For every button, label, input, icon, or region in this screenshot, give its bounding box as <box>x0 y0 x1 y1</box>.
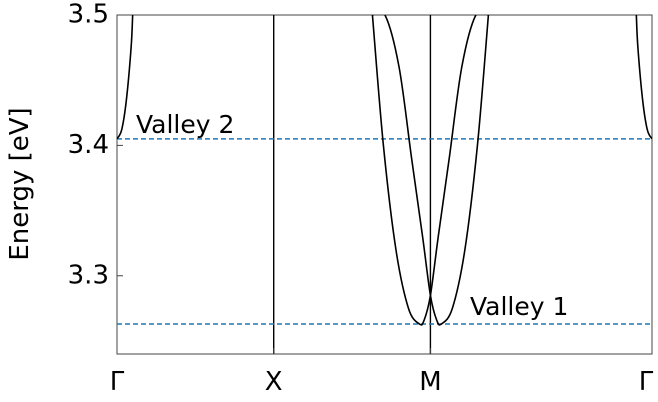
energy-band-2 <box>635 15 652 140</box>
valley-reference-lines <box>117 138 652 325</box>
valley-annotations: Valley 2 Valley 1 <box>136 110 568 321</box>
valley-1-label: Valley 1 <box>470 292 568 321</box>
energy-band-1 <box>117 15 134 140</box>
plot-frame <box>116 14 653 355</box>
x-tick-label: M <box>419 367 441 397</box>
x-tick-label: X <box>265 367 283 397</box>
energy-band-4 <box>372 15 490 326</box>
x-tick-label: Γ <box>110 367 125 397</box>
y-tick-label: 3.5 <box>68 0 109 30</box>
y-axis-label: Energy [eV] <box>5 107 35 260</box>
x-tick-label: Γ <box>639 367 654 397</box>
y-axis-ticks: 3.3 3.4 3.5 <box>68 0 123 290</box>
energy-bands <box>117 15 652 326</box>
energy-band-3 <box>371 15 489 326</box>
y-tick-label: 3.3 <box>68 260 109 290</box>
y-tick-label: 3.4 <box>68 130 109 160</box>
valley-2-label: Valley 2 <box>136 110 234 139</box>
plot-area <box>116 14 653 355</box>
